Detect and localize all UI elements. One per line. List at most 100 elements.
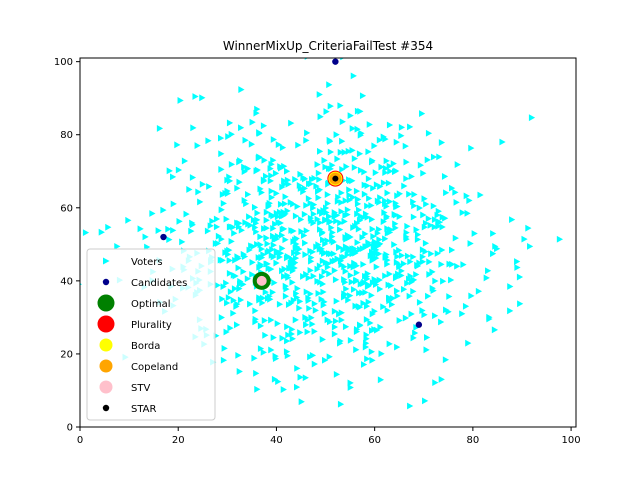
voter-point	[442, 356, 450, 364]
voter-point	[268, 346, 275, 354]
voter-point	[277, 164, 285, 172]
voter-point	[346, 191, 353, 199]
voter-point	[338, 199, 345, 206]
voter-point	[310, 272, 317, 280]
voter-point	[460, 261, 467, 268]
voter-point	[305, 274, 312, 282]
voter-point	[294, 203, 301, 210]
voter-point	[383, 214, 390, 222]
voter-point	[402, 314, 410, 322]
voter-point	[205, 137, 212, 145]
voter-point	[337, 219, 344, 227]
voter-point	[290, 200, 297, 208]
voter-point	[410, 253, 417, 261]
voter-point	[301, 175, 309, 183]
voter-point	[242, 219, 249, 226]
voter-point	[225, 133, 232, 140]
voter-point	[304, 129, 311, 137]
voter-point	[228, 160, 236, 168]
voter-point	[332, 317, 340, 325]
voter-point	[319, 336, 326, 343]
voter-point	[386, 340, 393, 348]
voter-point	[325, 250, 333, 257]
voter-point	[326, 81, 333, 89]
voter-point	[235, 351, 242, 359]
voter-point	[268, 316, 275, 324]
voter-point	[234, 184, 241, 192]
voter-point	[269, 288, 276, 296]
voter-point	[170, 200, 177, 208]
voter-point	[438, 375, 445, 383]
voter-point	[377, 285, 384, 293]
voter-point	[316, 186, 324, 194]
voter-point	[419, 253, 426, 261]
x-tick-label: 0	[77, 435, 83, 446]
x-tick-label: 80	[467, 435, 480, 446]
legend-label: Plurality	[131, 320, 172, 331]
voter-point	[394, 292, 401, 300]
voter-point	[351, 164, 358, 171]
voter-point	[272, 169, 280, 177]
voter-point	[273, 189, 280, 197]
voter-point	[284, 167, 291, 175]
candidate-point	[415, 321, 423, 328]
voter-point	[347, 292, 354, 300]
voter-point	[423, 334, 431, 341]
voter-point	[279, 334, 286, 342]
voter-point	[360, 214, 367, 221]
voter-point	[384, 306, 391, 314]
voter-point	[369, 279, 377, 287]
voter-point	[250, 427, 256, 434]
voter-point	[352, 302, 359, 310]
voter-point	[342, 267, 349, 275]
voter-point	[317, 113, 324, 121]
voter-point	[319, 210, 326, 217]
voter-point	[384, 189, 391, 197]
voter-point	[236, 223, 243, 231]
voter-point	[274, 232, 282, 240]
voter-point	[325, 180, 332, 188]
voter-point	[449, 260, 456, 268]
voter-point	[369, 310, 376, 318]
voter-point	[260, 122, 268, 130]
voter-point	[382, 272, 389, 280]
voter-point	[350, 224, 357, 232]
voter-point	[316, 176, 323, 183]
voter-point	[227, 324, 234, 332]
voter-point	[324, 237, 331, 245]
voter-point	[304, 316, 311, 324]
voter-point	[249, 271, 256, 278]
voter-point	[404, 252, 412, 260]
voter-point	[254, 209, 261, 217]
voter-point	[315, 194, 322, 202]
voter-point	[241, 253, 249, 260]
voter-point	[406, 190, 413, 198]
voter-point	[351, 259, 358, 267]
voter-point	[313, 182, 320, 190]
voter-point	[195, 188, 202, 196]
voter-point	[248, 242, 255, 250]
y-tick-label: 80	[60, 130, 73, 141]
voter-point	[353, 326, 361, 333]
voter-point	[276, 253, 283, 261]
voter-point	[384, 260, 391, 268]
voter-point	[398, 267, 405, 275]
voter-point	[273, 259, 280, 267]
voter-point	[516, 273, 524, 281]
voter-point	[303, 227, 310, 235]
voter-point	[373, 246, 380, 254]
voter-point	[382, 254, 389, 261]
voter-point	[464, 209, 471, 217]
voter-point	[490, 250, 497, 258]
voter-point	[285, 180, 292, 188]
voter-point	[220, 356, 228, 364]
voter-point	[293, 383, 301, 391]
voter-point	[176, 217, 183, 225]
voter-point	[174, 141, 181, 149]
voter-point	[514, 258, 521, 265]
voter-point	[333, 297, 340, 305]
voter-point	[307, 290, 314, 298]
voter-point	[366, 194, 373, 202]
voter-point	[349, 146, 356, 154]
voter-point	[306, 180, 313, 188]
